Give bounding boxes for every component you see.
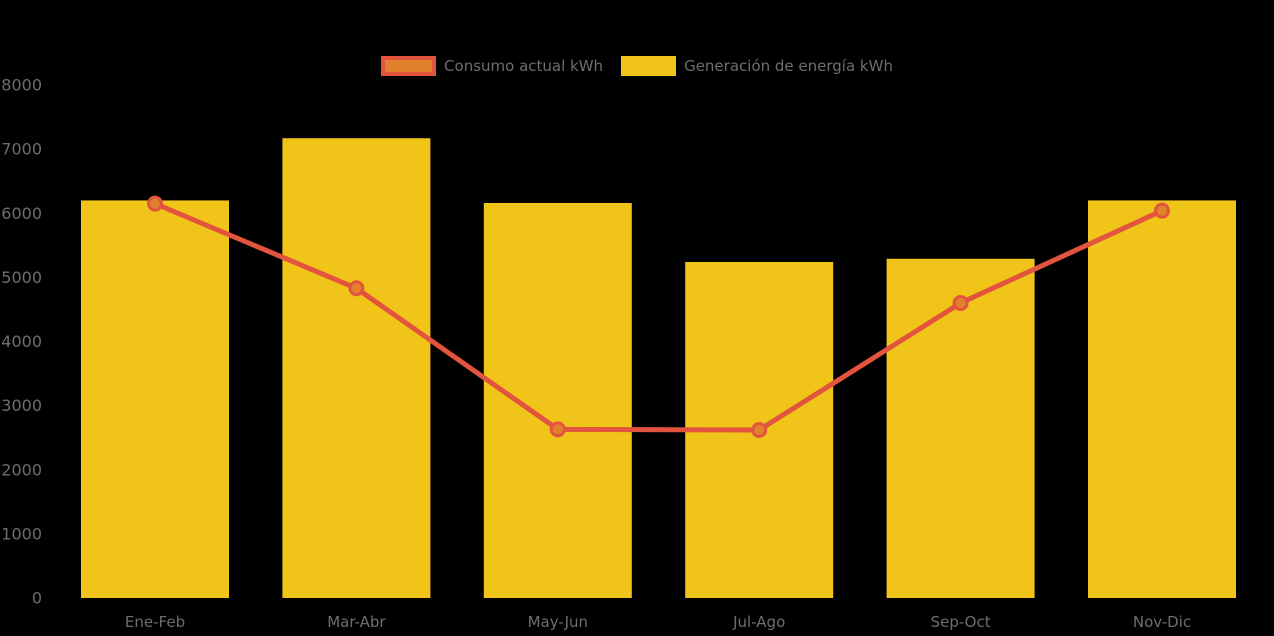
legend-item-generacion[interactable]: Generación de energía kWh (621, 56, 893, 76)
x-tick-label: Jul-Ago (732, 613, 785, 631)
point-Ene-Feb (147, 195, 163, 212)
y-tick-label: 5000 (1, 268, 42, 287)
y-tick-label: 6000 (1, 204, 42, 223)
point-Mar-Abr (348, 280, 365, 297)
legend-label-consumo: Consumo actual kWh (444, 57, 604, 75)
x-tick-label: Mar-Abr (327, 613, 386, 631)
y-tick-label: 0 (32, 589, 42, 608)
legend-item-consumo[interactable]: Consumo actual kWh (381, 56, 603, 76)
point-Jul-Ago (751, 421, 768, 438)
bar-Sep-Oct (886, 258, 1035, 598)
x-tick-label: May-Jun (528, 613, 588, 631)
point-Sep-Oct (952, 295, 969, 312)
point-Nov-Dic (1154, 202, 1170, 219)
legend-label-generacion: Generación de energía kWh (684, 57, 893, 75)
x-tick-label: Sep-Oct (931, 613, 991, 631)
x-tick-label: Nov-Dic (1133, 613, 1191, 631)
y-tick-label: 3000 (1, 396, 42, 415)
y-tick-label: 2000 (1, 460, 42, 479)
x-tick-label: Ene-Feb (125, 613, 185, 631)
line-series (152, 201, 1165, 433)
legend-swatch-consumo-icon (381, 56, 437, 76)
bar-Nov-Dic (1088, 200, 1236, 599)
y-tick-label: 4000 (1, 332, 42, 351)
bar-Ene-Feb (81, 200, 229, 599)
y-tick-label: 8000 (1, 76, 42, 95)
chart-legend: Consumo actual kWh Generación de energía… (0, 56, 1274, 76)
y-tick-label: 7000 (1, 140, 42, 159)
y-tick-label: 1000 (1, 524, 42, 543)
legend-swatch-generacion-icon (621, 56, 677, 76)
bar-Mar-Abr (282, 138, 431, 598)
point-May-Jun (549, 421, 566, 438)
bar-May-Jun (483, 202, 632, 599)
